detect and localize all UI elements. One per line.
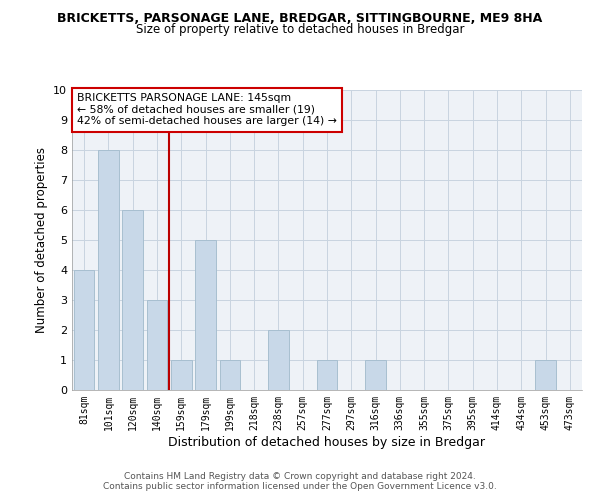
Text: Contains HM Land Registry data © Crown copyright and database right 2024.: Contains HM Land Registry data © Crown c… xyxy=(124,472,476,481)
Text: BRICKETTS PARSONAGE LANE: 145sqm
← 58% of detached houses are smaller (19)
42% o: BRICKETTS PARSONAGE LANE: 145sqm ← 58% o… xyxy=(77,93,337,126)
Bar xyxy=(317,360,337,390)
Bar xyxy=(535,360,556,390)
Bar xyxy=(74,270,94,390)
X-axis label: Distribution of detached houses by size in Bredgar: Distribution of detached houses by size … xyxy=(169,436,485,448)
Bar xyxy=(365,360,386,390)
Y-axis label: Number of detached properties: Number of detached properties xyxy=(35,147,47,333)
Bar xyxy=(268,330,289,390)
Text: BRICKETTS, PARSONAGE LANE, BREDGAR, SITTINGBOURNE, ME9 8HA: BRICKETTS, PARSONAGE LANE, BREDGAR, SITT… xyxy=(58,12,542,26)
Bar xyxy=(98,150,119,390)
Bar xyxy=(146,300,167,390)
Text: Size of property relative to detached houses in Bredgar: Size of property relative to detached ho… xyxy=(136,22,464,36)
Bar xyxy=(220,360,240,390)
Bar xyxy=(122,210,143,390)
Bar xyxy=(171,360,191,390)
Text: Contains public sector information licensed under the Open Government Licence v3: Contains public sector information licen… xyxy=(103,482,497,491)
Bar xyxy=(195,240,216,390)
